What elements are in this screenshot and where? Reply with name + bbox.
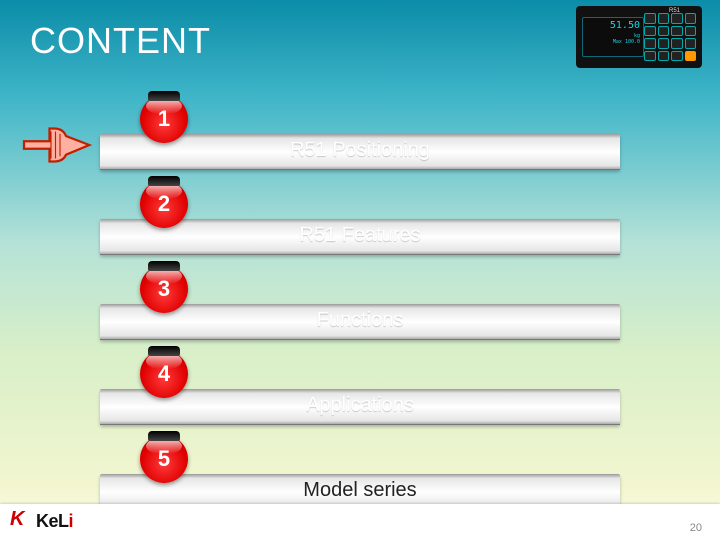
list-item[interactable]: R51 Features 2: [100, 180, 620, 265]
item-label: R51 Positioning: [100, 139, 620, 162]
item-label: R51 Features: [100, 224, 620, 247]
slide: CONTENT R51 51.50 kg Max 100.0 R51 Posit…: [0, 0, 720, 540]
logo-mark-icon: K: [10, 510, 32, 532]
number-badge: 1: [140, 95, 188, 143]
number-badge: 3: [140, 265, 188, 313]
content-list: R51 Positioning 1 R51 Features 2 Functio…: [100, 95, 620, 520]
device-model: R51: [669, 8, 680, 14]
number-badge: 2: [140, 180, 188, 228]
item-label: Functions: [100, 309, 620, 332]
item-label: Applications: [100, 394, 620, 417]
device-keypad: [644, 13, 696, 61]
list-item[interactable]: Applications 4: [100, 350, 620, 435]
page-number: 20: [690, 522, 702, 534]
number-badge: 5: [140, 435, 188, 483]
device-display: 51.50: [583, 18, 643, 33]
badge-number: 1: [158, 106, 170, 132]
badge-number: 5: [158, 446, 170, 472]
badge-number: 3: [158, 276, 170, 302]
list-item[interactable]: Functions 3: [100, 265, 620, 350]
badge-number: 4: [158, 361, 170, 387]
page-title: CONTENT: [30, 20, 211, 62]
footer: [0, 504, 720, 540]
brand-logo: K KeLi: [10, 510, 73, 532]
badge-number: 2: [158, 191, 170, 217]
logo-text: KeLi: [36, 511, 73, 532]
item-label: Model series: [100, 479, 620, 502]
number-badge: 4: [140, 350, 188, 398]
device-thumbnail: R51 51.50 kg Max 100.0: [576, 6, 702, 68]
pointer-hand-icon: [18, 115, 93, 175]
device-screen: 51.50 kg Max 100.0: [582, 17, 644, 57]
list-item[interactable]: R51 Positioning 1: [100, 95, 620, 180]
